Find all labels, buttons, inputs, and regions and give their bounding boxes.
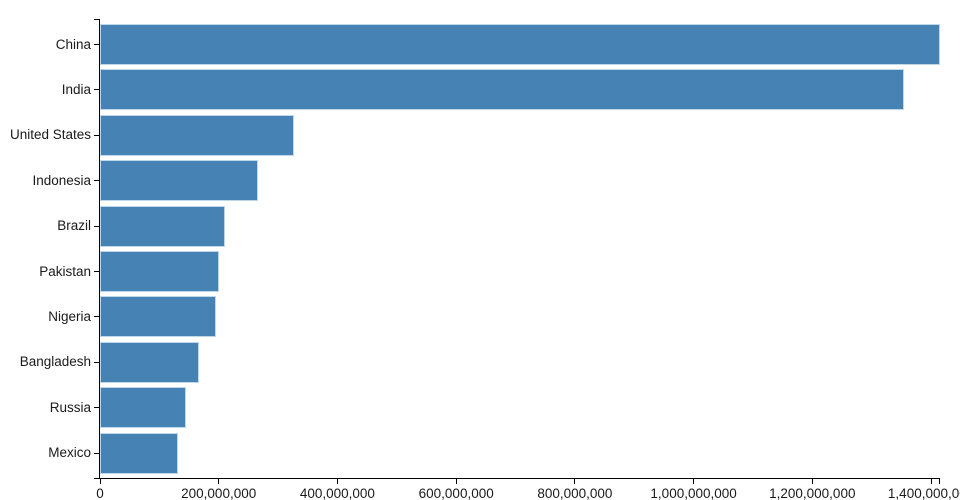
y-axis-tick-mark (94, 271, 100, 272)
bar-russia (100, 387, 186, 429)
y-axis-label-mexico: Mexico (48, 445, 91, 461)
y-axis-tick-mark (94, 316, 100, 318)
x-axis-tick-label: 600,000,000 (418, 486, 494, 500)
y-axis-tick-mark (94, 134, 100, 136)
y-axis-top-outer-tick (94, 19, 100, 20)
y-axis-domain-line (99, 19, 100, 478)
y-axis-label-nigeria: Nigeria (48, 308, 91, 324)
x-axis-tick-mark (336, 478, 338, 484)
y-axis-tick-mark (94, 407, 100, 409)
x-axis-tick-mark (693, 478, 695, 484)
y-axis-label-russia: Russia (49, 399, 91, 415)
x-axis-tick-mark (811, 478, 813, 484)
bar-bangladesh (100, 341, 199, 383)
x-axis-tick-label: 1,000,000,000 (650, 486, 737, 500)
x-axis-tick-mark (99, 478, 101, 484)
x-axis-tick-label: 800,000,000 (537, 486, 613, 500)
bar-pakistan (100, 251, 220, 292)
x-axis-tick-label: 1,400,000,000 (887, 486, 960, 500)
y-axis-label-india: India (61, 81, 91, 97)
y-axis-label-pakistan: Pakistan (39, 263, 91, 279)
y-axis-tick-mark (94, 44, 100, 45)
x-axis-tick-label: 400,000,000 (299, 486, 375, 500)
y-axis-tick-mark (94, 180, 100, 182)
y-axis-label-china: China (55, 36, 91, 52)
x-axis-tick-label: 0 (96, 486, 104, 500)
x-axis-tick-label: 1,200,000,000 (769, 486, 856, 500)
y-axis-label-brazil: Brazil (57, 218, 91, 234)
x-axis-domain-line (100, 478, 940, 479)
bar-united-states (100, 114, 294, 156)
bar-india (100, 69, 904, 111)
x-axis-tick-mark (218, 478, 220, 484)
y-axis-bottom-outer-tick (94, 478, 100, 479)
y-axis-tick-mark (94, 361, 100, 363)
y-axis-tick-mark (94, 89, 100, 91)
y-axis-label-united-states: United States (9, 127, 91, 143)
bar-brazil (100, 205, 226, 247)
y-axis-label-bangladesh: Bangladesh (19, 354, 91, 370)
x-axis-tick-mark (455, 478, 457, 484)
y-axis-tick-mark (94, 452, 100, 454)
x-axis-tick-mark (930, 478, 932, 484)
bar-indonesia (100, 160, 259, 202)
bar-mexico (100, 432, 178, 474)
bar-china (100, 24, 940, 65)
y-axis-label-indonesia: Indonesia (32, 172, 91, 188)
x-axis-end-outer-tick (939, 478, 940, 484)
x-axis-tick-mark (574, 478, 576, 484)
bar-nigeria (100, 296, 217, 338)
y-axis-tick-mark (94, 225, 100, 227)
x-axis-tick-label: 200,000,000 (181, 486, 257, 500)
